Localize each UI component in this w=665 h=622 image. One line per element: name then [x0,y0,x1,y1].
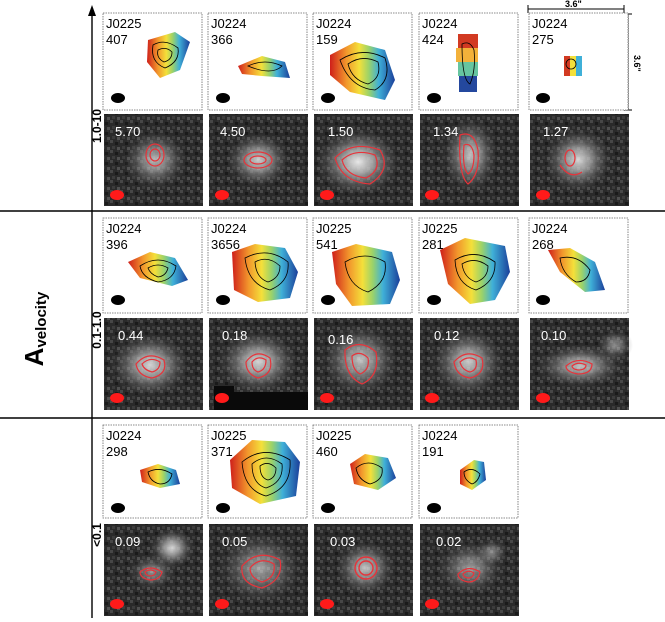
panel-id-label: 366 [211,32,233,47]
panel-field-label: J0224 [532,221,567,236]
panel-value-label: 4.50 [220,124,245,139]
panel-field-label: J0224 [106,221,141,236]
panel-field-label: J0224 [422,16,457,31]
velocity-panel: J0224 424 [418,12,519,111]
panel-value-label: 1.50 [328,124,353,139]
velocity-panel: J0224 268 [528,217,629,314]
flux-image-panel: 1.34 [420,114,519,206]
velocity-panel: J0225 281 [418,217,519,314]
panel-field-label: J0224 [316,16,351,31]
panel-value-label: 1.34 [433,124,458,139]
panel-id-label: 424 [422,32,444,47]
panel-value-label: 0.16 [328,332,353,347]
velocity-panel: J0224 298 [102,424,203,519]
velocity-panel: J0224 275 [528,12,629,111]
panel-field-label: J0225 [106,16,141,31]
panel-id-label: 281 [422,237,444,252]
panel-field-label: J0225 [316,428,351,443]
flux-image-panel: 0.16 [314,318,413,410]
velocity-panel: J0225 460 [312,424,413,519]
panel-id-label: 3656 [211,237,240,252]
panel-value-label: 0.18 [222,328,247,343]
panel-field-label: J0225 [316,221,351,236]
panel-field-label: J0225 [211,428,246,443]
flux-image-panel: 0.05 [209,524,308,616]
panel-value-label: 5.70 [115,124,140,139]
panel-field-label: J0224 [211,221,246,236]
panel-value-label: 0.03 [330,534,355,549]
flux-image-panel: 1.50 [314,114,413,206]
flux-image-panel: 4.50 [209,114,308,206]
panel-value-label: 0.05 [222,534,247,549]
panel-field-label: J0224 [211,16,246,31]
velocity-panel: J0224 3656 [207,217,308,314]
panel-id-label: 396 [106,237,128,252]
panel-id-label: 371 [211,444,233,459]
panel-value-label: 0.44 [118,328,143,343]
velocity-panel: J0224 366 [207,12,308,111]
panel-field-label: J0224 [422,428,457,443]
velocity-panel: J0224 396 [102,217,203,314]
panel-value-label: 0.02 [436,534,461,549]
velocity-panel: J0224 191 [418,424,519,519]
panel-field-label: J0224 [106,428,141,443]
velocity-panel: J0225 407 [102,12,203,111]
panel-id-label: 159 [316,32,338,47]
panel-id-label: 407 [106,32,128,47]
panel-field-label: J0225 [422,221,457,236]
flux-image-panel: 0.09 [104,524,203,616]
flux-image-panel: 0.03 [314,524,413,616]
flux-image-panel: 0.02 [420,524,519,616]
panel-id-label: 298 [106,444,128,459]
panel-value-label: 0.10 [541,328,566,343]
velocity-panel: J0225 371 [207,424,308,519]
flux-image-panel: 0.44 [104,318,203,410]
panel-id-label: 268 [532,237,554,252]
panel-id-label: 460 [316,444,338,459]
flux-image-panel: 0.18 [209,318,308,410]
panel-value-label: 0.12 [434,328,459,343]
y-axis-arrowhead [88,5,96,16]
velocity-panel: J0224 159 [312,12,413,111]
flux-image-panel: 1.27 [530,114,629,206]
panel-field-label: J0224 [532,16,567,31]
flux-image-panel: 0.12 [420,318,519,410]
panel-id-label: 275 [532,32,554,47]
panel-value-label: 1.27 [543,124,568,139]
velocity-panel: J0225 541 [312,217,413,314]
scale-label-vertical: 3.6" [632,55,642,72]
scale-label-horizontal: 3.6" [565,0,582,9]
panel-id-label: 541 [316,237,338,252]
panel-id-label: 191 [422,444,444,459]
flux-image-panel: 0.10 [530,318,633,410]
flux-image-panel: 5.70 [104,114,203,206]
panel-value-label: 0.09 [115,534,140,549]
